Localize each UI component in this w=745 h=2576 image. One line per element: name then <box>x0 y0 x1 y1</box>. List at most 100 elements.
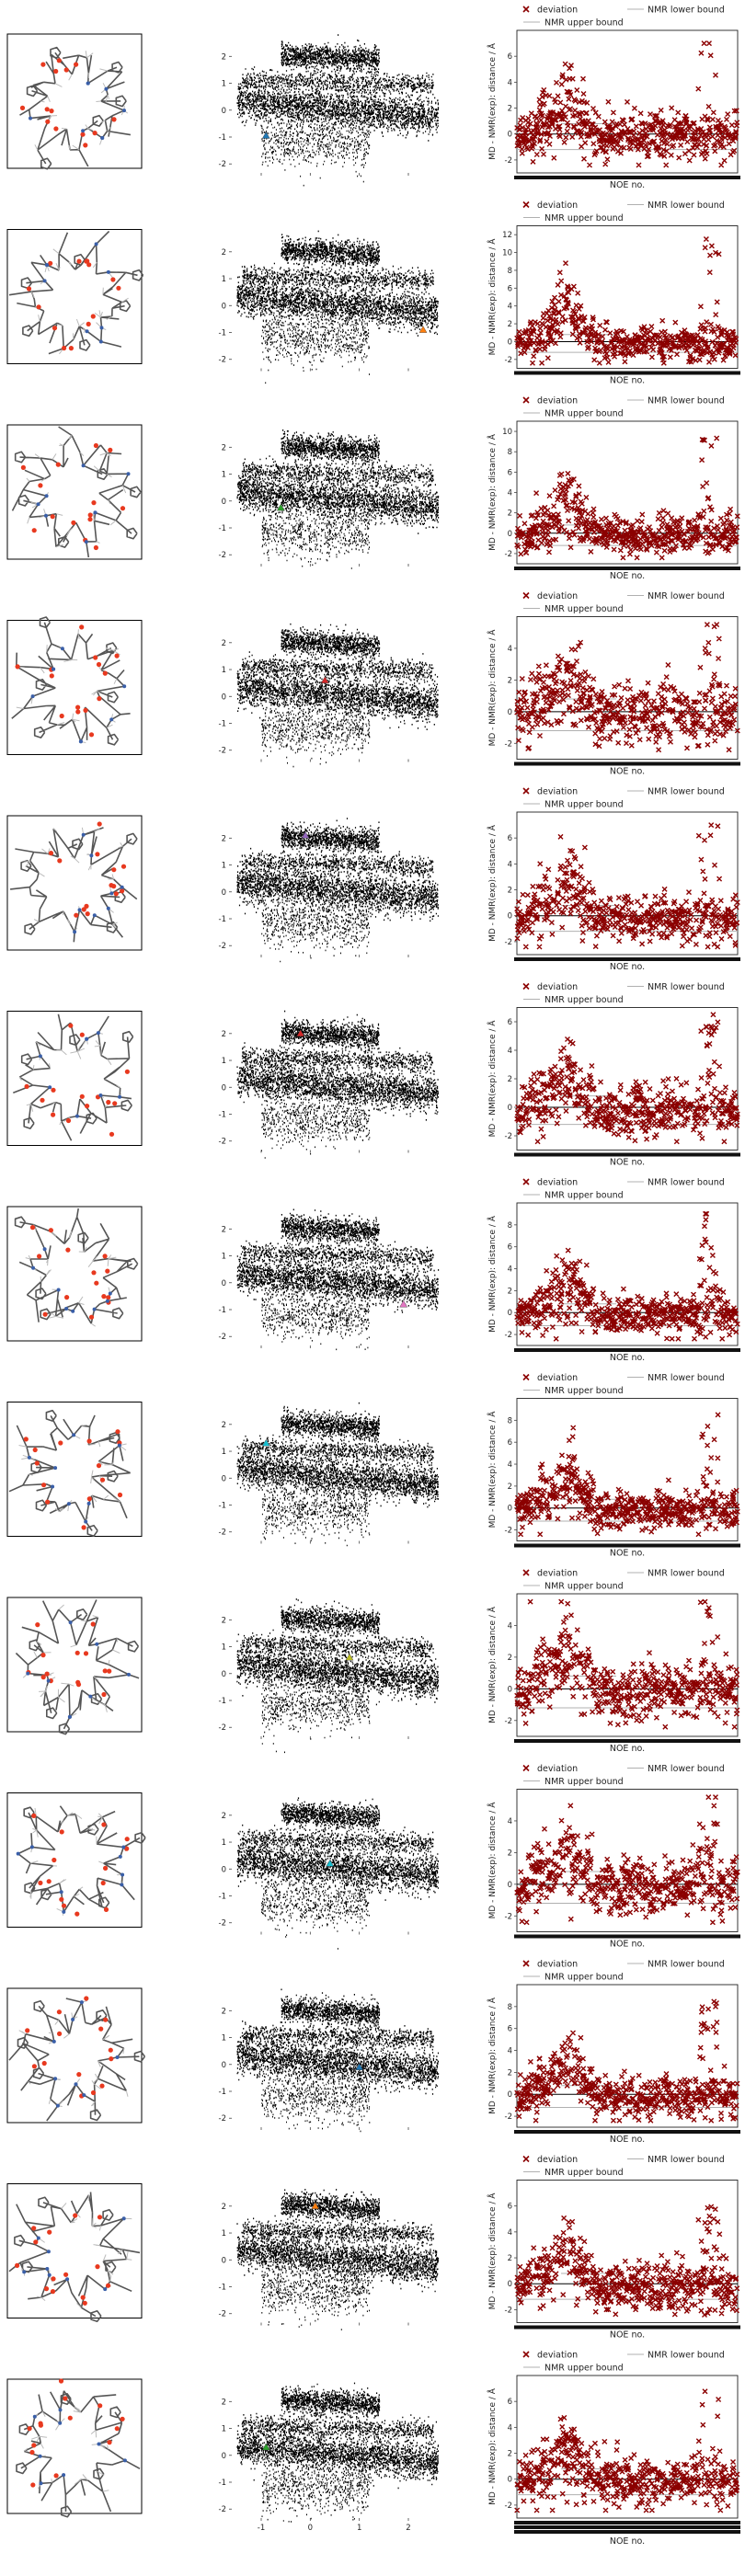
y-tick-label: -2 <box>505 550 512 559</box>
oxygen-atom <box>103 1906 109 1912</box>
molecule-hydrogens <box>21 2194 132 2308</box>
oxygen-atom <box>117 1492 123 1498</box>
nitrogen-atom <box>105 1299 109 1303</box>
oxygen-atom <box>56 58 62 63</box>
y-tick-label: 8 <box>508 1416 512 1425</box>
oxygen-atom <box>26 286 32 292</box>
molecule-hydrogens <box>18 2000 129 2107</box>
oxygen-atom <box>74 62 79 67</box>
oxygen-atom <box>95 852 100 857</box>
oxygen-atom <box>76 258 82 264</box>
oxygen-atom <box>93 655 98 660</box>
oxygen-atom <box>93 442 98 449</box>
nitrogen-atom <box>118 1094 122 1099</box>
oxygen-atom <box>73 2213 78 2218</box>
y-tick-label: 4 <box>508 645 512 654</box>
highlight-marker <box>311 2202 320 2209</box>
oxygen-atom <box>106 1099 111 1105</box>
oxygen-atom <box>15 664 20 670</box>
molecule-frame <box>6 1402 143 1537</box>
y-tick-label: -2 <box>505 938 512 947</box>
nitrogen-atom <box>81 832 86 837</box>
y-tick-label: 2 <box>508 1849 512 1858</box>
legend-deviation-label: deviation <box>537 6 578 16</box>
y-tick-label: 2 <box>222 2398 226 2407</box>
legend: deviation NMR lower bound NMR upper bound <box>522 1764 725 1787</box>
y-tick-label: 0 <box>222 1474 226 1483</box>
oxygen-atom <box>83 707 88 714</box>
nitrogen-atom <box>127 1672 131 1677</box>
molecule-structure <box>15 1599 140 1735</box>
x-tick-label: 2 <box>406 2524 410 2533</box>
molecule-structure <box>16 1805 146 1917</box>
molecule-frame <box>6 229 143 364</box>
y-tick-label: 2 <box>508 1075 512 1084</box>
deviation-plot: -2 0 2 4 6 8 NOE no. MD - NMR(exp): distance / … <box>487 1960 740 2145</box>
oxygen-atom <box>103 2017 109 2022</box>
y-tick-label: 2 <box>508 509 512 519</box>
oxygen-atom <box>85 258 90 264</box>
oxygen-atom <box>85 911 90 917</box>
y-tick-label: -2 <box>505 1132 512 1141</box>
oxygen-atom <box>56 2009 62 2015</box>
legend-deviation-marker <box>522 2351 530 2358</box>
oxygen-atom <box>99 2083 105 2089</box>
oxygen-atom <box>115 1429 120 1435</box>
x-axis-label: NOE no. <box>610 1940 645 1950</box>
nitrogen-atom <box>78 739 83 744</box>
legend-deviation-marker <box>522 1373 530 1381</box>
oxygen-atom <box>93 544 98 551</box>
legend: deviation NMR lower bound NMR upper bound <box>522 396 725 419</box>
y-tick-label: -1 <box>219 1697 226 1706</box>
y-tick-label: 6 <box>508 1243 512 1253</box>
oxygen-atom <box>23 1437 29 1442</box>
y-tick-label: 6 <box>508 468 512 477</box>
nitrogen-atom <box>44 513 48 518</box>
nitrogen-atom <box>81 464 86 468</box>
oxygen-atom <box>53 2473 59 2479</box>
noe-tick-strip <box>514 761 740 766</box>
deviation-plot: -2 0 2 4 6 8 NOE no. MD - NMR(exp): distance / … <box>487 1373 740 1559</box>
nitrogen-atom <box>47 2273 52 2277</box>
oxygen-atom <box>80 132 86 137</box>
y-tick-label: -1 <box>219 2479 226 2488</box>
y-tick-label: 4 <box>508 489 512 498</box>
noe-tick-strip <box>514 176 740 179</box>
y-tick-label: -2 <box>219 356 226 365</box>
nitrogen-atom <box>53 2077 58 2081</box>
y-tick-label: -2 <box>505 2112 512 2122</box>
nitrogen-atom <box>92 913 97 918</box>
y-axis-label: MD - NMR(exp): distance / Å <box>487 2192 498 2310</box>
legend-lower-bound-label: NMR lower bound <box>648 2155 725 2165</box>
nitrogen-atom <box>98 339 103 344</box>
nitrogen-atom <box>27 1455 31 1460</box>
nitrogen-atom <box>122 2458 127 2463</box>
legend-upper-bound-label: NMR upper bound <box>544 18 624 29</box>
x-tick-label: -1 <box>258 2524 265 2533</box>
y-tick-label: 2 <box>222 248 226 258</box>
x-axis-label: NOE no. <box>610 180 645 190</box>
nitrogen-atom <box>118 1854 122 1859</box>
x-axis-label: NOE no. <box>610 1353 645 1363</box>
nitrogen-atom <box>108 1291 112 1296</box>
y-tick-label: -1 <box>219 2284 226 2293</box>
figure-row: -2 -1 0 1 2 -2 0 2 4 NOE no. MD - NMR(exp): distan… <box>6 1569 740 1754</box>
nitrogen-atom <box>26 1671 30 1676</box>
y-tick-label: -2 <box>505 2502 512 2511</box>
oxygen-atom <box>105 1268 110 1274</box>
deviation-plot: -2 0 2 4 6 NOE no. MD - NMR(exp): distance / Å… <box>487 2351 740 2547</box>
legend: deviation NMR lower bound NMR upper bound <box>522 591 725 614</box>
molecule-structure <box>11 426 142 558</box>
nitrogen-atom <box>71 1309 75 1313</box>
y-tick-label: 0 <box>508 708 512 717</box>
deviation-markers <box>514 1210 740 1342</box>
deviation-markers <box>514 2388 740 2513</box>
y-tick-label: 0 <box>222 1083 226 1093</box>
nitrogen-atom <box>115 2055 120 2059</box>
figure-row: -2 -1 0 1 2 -2 0 2 4 NOE no. MD - NMR(exp): distan… <box>6 1764 740 1950</box>
projection-plot: -2 -1 0 1 2 -1 0 1 2 <box>219 2382 440 2533</box>
projection-points <box>236 2382 440 2523</box>
x-axis-label: NOE no. <box>610 962 645 972</box>
molecule-frame <box>6 1987 143 2124</box>
nitrogen-atom <box>64 1307 69 1311</box>
